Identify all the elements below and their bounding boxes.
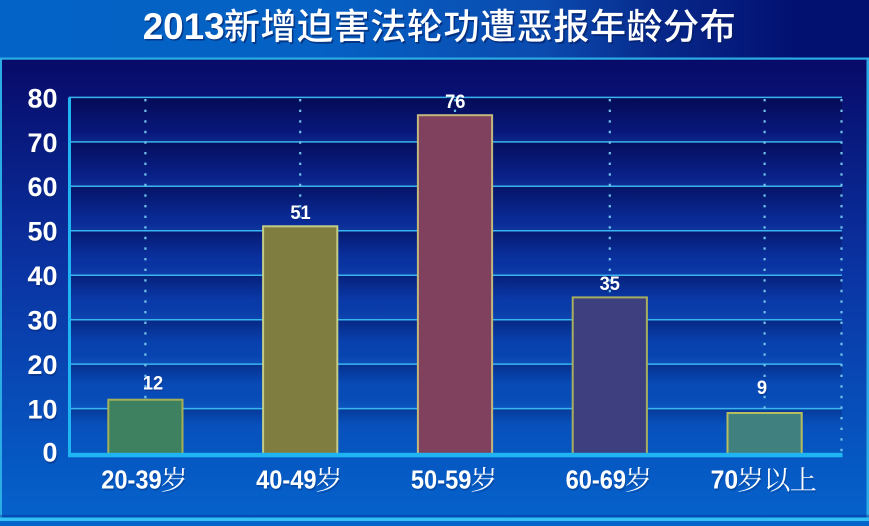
svg-text:50-59: 50-59: [411, 467, 472, 495]
svg-text:40-49: 40-49: [256, 467, 317, 495]
svg-text:2013: 2013: [143, 6, 225, 47]
svg-text:9: 9: [757, 377, 767, 399]
svg-text:20-39: 20-39: [101, 467, 162, 495]
svg-text:20: 20: [28, 350, 58, 380]
svg-text:30: 30: [28, 306, 58, 336]
svg-text:35: 35: [600, 273, 620, 295]
svg-text:50: 50: [28, 217, 58, 247]
svg-text:70: 70: [711, 467, 739, 495]
svg-text:12: 12: [143, 372, 163, 394]
svg-text:51: 51: [290, 202, 310, 224]
svg-text:70: 70: [28, 128, 58, 158]
svg-text:80: 80: [28, 83, 58, 113]
svg-text:76: 76: [445, 91, 465, 113]
svg-text:0: 0: [43, 438, 58, 468]
svg-text:60-69: 60-69: [566, 467, 627, 495]
svg-text:60: 60: [28, 172, 58, 202]
svg-text:10: 10: [28, 395, 58, 425]
svg-text:40: 40: [28, 261, 58, 291]
